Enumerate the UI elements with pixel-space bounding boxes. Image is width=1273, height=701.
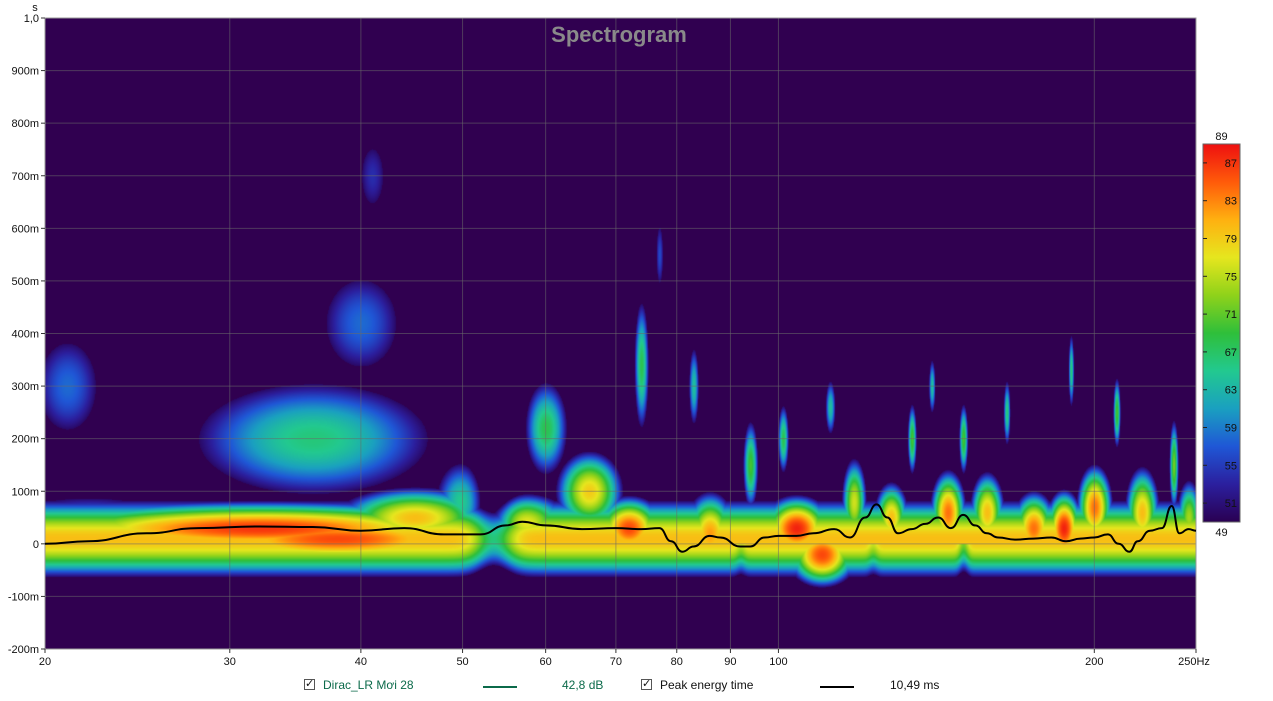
peak-energy-value: 10,49 ms bbox=[890, 678, 940, 692]
y-tick-label: -200m bbox=[8, 644, 39, 656]
peak-energy-label: Peak energy time bbox=[660, 678, 754, 692]
y-tick-label: 300m bbox=[11, 381, 39, 393]
x-tick-label: 30 bbox=[224, 656, 236, 668]
peak-energy-line-swatch bbox=[820, 686, 854, 688]
legend: Dirac_LR Mơi 28 42,8 dB Peak energy time… bbox=[0, 677, 1273, 697]
x-tick-label: 50 bbox=[456, 656, 468, 668]
colorbar-tick-label: 79 bbox=[1225, 234, 1237, 246]
colorbar-tick-label: 55 bbox=[1225, 460, 1237, 472]
y-tick-label: 400m bbox=[11, 329, 39, 341]
colorbar-tick-label: 67 bbox=[1225, 347, 1237, 359]
x-tick-label: 100 bbox=[769, 656, 787, 668]
x-tick-label: 40 bbox=[355, 656, 367, 668]
series-label: Dirac_LR Mơi 28 bbox=[323, 678, 414, 692]
x-tick-label: 200 bbox=[1085, 656, 1103, 668]
y-tick-label: 900m bbox=[11, 66, 39, 78]
y-tick-label: 700m bbox=[11, 171, 39, 183]
y-tick-label: 600m bbox=[11, 223, 39, 235]
colorbar-tick-label: 83 bbox=[1225, 196, 1237, 208]
colorbar-min-label: 49 bbox=[1215, 527, 1227, 539]
x-tick-label: 250Hz bbox=[1178, 656, 1210, 668]
y-tick-label: 800m bbox=[11, 118, 39, 130]
colorbar-gradient bbox=[1202, 143, 1241, 523]
x-tick-label: 70 bbox=[610, 656, 622, 668]
colorbar-tick-label: 71 bbox=[1225, 309, 1237, 321]
series-checkbox[interactable] bbox=[304, 677, 315, 690]
y-tick-label: 1,0 bbox=[24, 13, 39, 25]
x-tick-label: 20 bbox=[39, 656, 51, 668]
y-tick-label: 0 bbox=[33, 539, 39, 551]
colorbar: 87 83 79 75 71 67 63 59 55 51 89 49 bbox=[1202, 131, 1241, 539]
plot-area[interactable] bbox=[44, 17, 1197, 650]
colorbar-tick-label: 75 bbox=[1225, 271, 1237, 283]
x-tick-label: 80 bbox=[671, 656, 683, 668]
colorbar-tick-label: 59 bbox=[1225, 423, 1237, 435]
series-line-swatch bbox=[483, 686, 517, 688]
y-tick-label: 100m bbox=[11, 486, 39, 498]
series-value: 42,8 dB bbox=[562, 678, 604, 692]
y-axis-unit: s bbox=[32, 2, 38, 14]
y-tick-label: -100m bbox=[8, 591, 39, 603]
colorbar-tick-label: 63 bbox=[1225, 385, 1237, 397]
y-tick-label: 500m bbox=[11, 276, 39, 288]
colorbar-tick-label: 87 bbox=[1225, 158, 1237, 170]
colorbar-max-label: 89 bbox=[1215, 131, 1227, 143]
colorbar-tick-label: 51 bbox=[1225, 498, 1237, 510]
x-tick-label: 60 bbox=[540, 656, 552, 668]
x-axis: 20 30 40 50 60 70 80 90 100 200 250Hz bbox=[39, 649, 1210, 668]
peak-energy-checkbox[interactable] bbox=[641, 677, 652, 690]
chart-title: Spectrogram bbox=[551, 22, 687, 47]
y-axis: 1,0 900m 800m 700m 600m 500m 400m 300m 200m 100m 0… bbox=[8, 13, 45, 656]
x-tick-label: 90 bbox=[724, 656, 736, 668]
y-tick-label: 200m bbox=[11, 434, 39, 446]
peak-energy-curve bbox=[44, 503, 1197, 553]
